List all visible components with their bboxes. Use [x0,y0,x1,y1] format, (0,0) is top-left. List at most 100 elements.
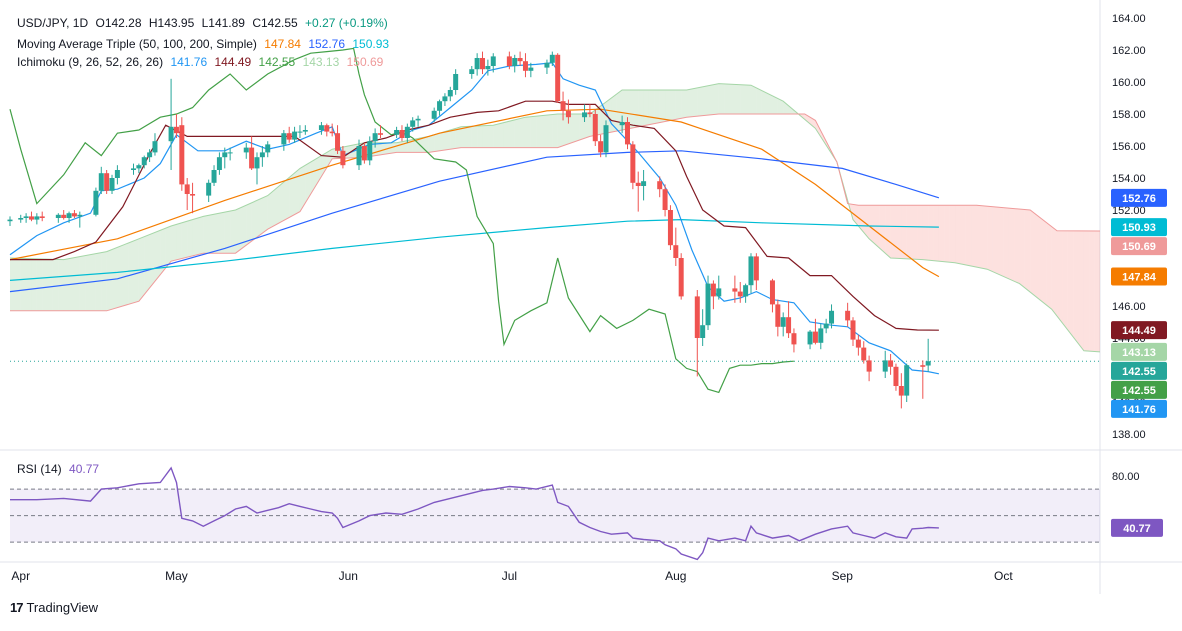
cloud-segment [890,205,896,259]
candle-body [845,310,851,321]
candle [249,136,255,170]
candle [372,128,378,148]
conversion-value: 141.76 [170,55,208,69]
candle-body [340,150,346,166]
candle-body [114,170,120,178]
candle [812,318,818,345]
candle-body [39,216,45,218]
candle-body [775,304,781,327]
candle-body [769,280,775,305]
ma-title[interactable]: Moving Average Triple (50, 100, 200, Sim… [17,37,257,51]
candle [748,253,754,294]
cloud-segment [670,90,676,121]
candle [780,312,786,337]
candle-body [447,90,453,97]
candle [480,51,486,74]
cloud-segment [938,205,945,262]
candle [286,126,292,143]
candle [367,136,373,166]
candle-body [786,317,792,334]
candle [769,278,775,313]
cloud-segment [176,222,182,260]
candle [678,253,684,300]
cloud-segment [1030,210,1036,297]
brand-label: TradingView [26,600,99,615]
candle-body [657,181,663,190]
tradingview-brand[interactable]: 17 TradingView [10,600,98,615]
rsi-title[interactable]: RSI (14) [17,462,62,476]
candle-body [254,157,260,169]
cloud-segment [20,258,27,311]
candle [635,171,641,212]
candle [624,117,630,150]
candle [453,69,459,95]
cloud-segment [197,216,204,255]
cloud-segment [960,205,966,265]
cloud-segment [1014,208,1020,284]
candle-body [173,126,179,134]
cloud-segment [772,95,778,114]
candle-body [694,296,700,338]
candle [39,211,45,222]
cloud-segment [783,101,789,114]
symbol-label[interactable]: USD/JPY, 1D [17,16,89,30]
price-tag: 142.55 [1111,361,1167,380]
time-tick-label: May [165,569,188,583]
price-tag: 152.76 [1111,188,1167,207]
candle [254,152,260,185]
price-tag-box [1111,361,1167,380]
cloud-segment [326,149,333,168]
candle [265,141,271,158]
cloud-segment [638,90,644,127]
price-tag: 143.13 [1111,342,1167,361]
time-tick-label: Jul [502,569,517,583]
candle-body [61,214,67,218]
cloud-segment [917,205,923,260]
candle-body [678,258,684,297]
cloud-segment [230,210,236,254]
candle-body [791,333,797,345]
close-value: C142.55 [252,16,298,30]
candle [716,275,722,300]
lagging-span-line [9,47,794,394]
cloud-segment [246,202,252,246]
price-tick-label: 146.00 [1112,301,1146,313]
candle [925,338,931,372]
candle-body [829,310,835,324]
cloud-segment [734,84,741,114]
candle-body [587,112,593,114]
candle [292,126,298,143]
candle-body [34,216,40,220]
candle-body [410,120,416,127]
price-tag: 142.55 [1111,380,1167,399]
candle [630,141,636,190]
candle [173,114,179,138]
cloud-segment [251,200,257,242]
leading-span-b-line [10,113,1101,312]
candle [281,130,287,151]
price-tag-box [1111,218,1167,237]
candle [517,51,523,66]
cloud-segment [1073,230,1079,344]
candle-body [415,118,421,121]
candle [893,363,899,391]
candle-body [259,152,265,158]
candle [469,66,475,79]
ichimoku-title[interactable]: Ichimoku (9, 26, 52, 26, 26) [17,55,164,69]
cloud-segment [1067,230,1074,337]
cloud-segment [879,205,886,254]
candle-body [700,325,706,338]
cloud-segment [36,258,43,311]
candle-body [179,125,185,185]
cloud-segment [552,114,558,148]
lagging-value: 142.55 [258,55,296,69]
candle-body [925,361,931,366]
candle-body [356,146,362,166]
candle [28,211,34,222]
cloud-segment [47,259,53,311]
candle [104,170,110,194]
candle [565,99,571,124]
cloud-segment [487,125,494,148]
